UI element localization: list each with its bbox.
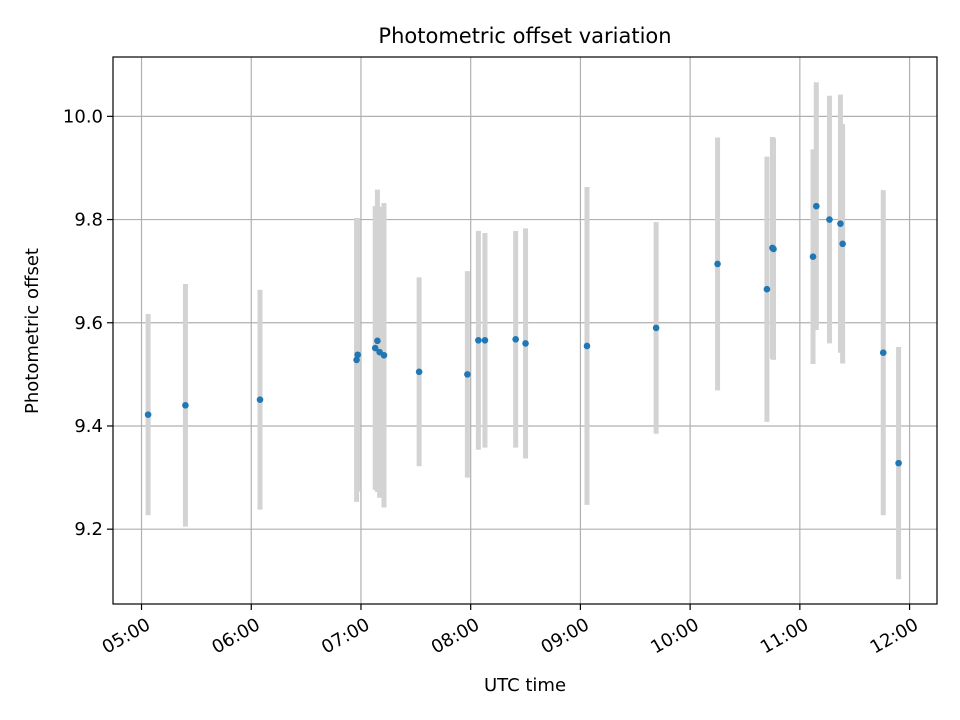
data-point (813, 202, 820, 210)
data-point (714, 260, 721, 268)
plot-frame (112, 56, 938, 605)
data-point (354, 351, 361, 359)
data-point (652, 324, 660, 332)
data-point (837, 220, 844, 227)
chart-title: Photometric offset variation (378, 24, 671, 48)
data-point (380, 351, 388, 359)
y-tick-label: 9.2 (74, 519, 103, 540)
data-point (415, 368, 423, 376)
data-point (512, 335, 519, 343)
y-axis-ticks: 9.2 9.4 9.6 9.8 10.0 (63, 106, 113, 540)
y-tick-label: 10.0 (63, 106, 103, 127)
data-point (481, 337, 489, 344)
data-point (144, 411, 152, 418)
y-tick-label: 9.6 (74, 313, 103, 334)
data-point (895, 459, 902, 467)
data-point (374, 337, 381, 345)
data-point (879, 349, 887, 356)
data-point (475, 337, 482, 344)
data-point (522, 340, 529, 347)
y-tick-label: 9.8 (74, 210, 103, 231)
data-point (763, 285, 771, 293)
data-point (353, 356, 360, 364)
y-axis-label: Photometric offset (22, 248, 43, 414)
data-point (770, 245, 777, 253)
data-point (371, 344, 379, 352)
data-point (826, 216, 833, 223)
data-point (256, 396, 264, 403)
data-points (144, 202, 902, 467)
data-point (182, 402, 189, 409)
y-tick-label: 9.4 (74, 416, 103, 437)
data-point (809, 253, 817, 261)
data-point (583, 342, 591, 350)
x-axis-label: UTC time (484, 675, 566, 696)
data-point (464, 371, 471, 378)
data-point (839, 240, 846, 248)
